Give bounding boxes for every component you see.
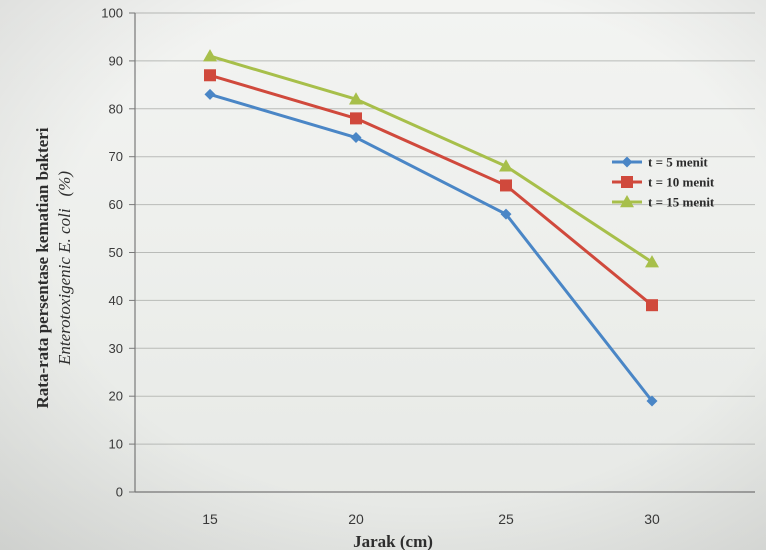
- gridlines: [135, 12, 755, 445]
- legend-entry: t = 10 menit: [612, 175, 715, 190]
- data-point: [350, 112, 362, 125]
- legend-swatch-marker: [621, 176, 633, 188]
- series-1: [204, 88, 658, 407]
- data-point: [350, 132, 362, 144]
- y-tick-label: 70: [109, 149, 123, 164]
- axes: [129, 12, 755, 493]
- y-tick-label: 60: [109, 197, 123, 212]
- data-point: [500, 208, 512, 220]
- y-tick-label: 30: [109, 341, 123, 356]
- series-line: [208, 73, 654, 307]
- data-point: [204, 88, 216, 100]
- series-line: [208, 54, 654, 264]
- legend-entry: t = 5 menit: [612, 155, 708, 170]
- y-tick-label: 0: [116, 485, 123, 500]
- x-axis-title: Jarak (cm): [353, 532, 433, 550]
- legend-swatch-marker: [620, 195, 634, 208]
- data-point: [499, 159, 513, 172]
- y-tick-label: 10: [109, 437, 123, 452]
- data-point: [645, 255, 659, 268]
- legend-entry: t = 15 menit: [612, 195, 715, 210]
- y-tick-label: 40: [109, 293, 123, 308]
- x-tick-labels: 15 20 25 30: [202, 511, 660, 527]
- y-axis-title-unit: (%): [55, 171, 74, 197]
- series-2: [204, 69, 658, 312]
- y-tick-label: 90: [109, 53, 123, 68]
- data-point: [203, 49, 217, 62]
- legend: t = 5 menit t = 10 menit t = 15 menit: [612, 155, 715, 210]
- y-axis-title-organism: Enterotoxigenic E. coli: [55, 208, 74, 366]
- series-line: [208, 92, 654, 403]
- y-axis-title-line1: Rata-rata persentase kematian bakteri: [33, 127, 52, 408]
- y-axis-title-line2: Enterotoxigenic E. coli (%): [55, 171, 74, 366]
- y-tick-label: 100: [101, 6, 123, 21]
- series-3: [203, 49, 659, 268]
- data-point: [204, 69, 216, 82]
- x-tick-label: 30: [644, 511, 660, 527]
- y-tick-label: 80: [109, 101, 123, 116]
- data-point: [500, 179, 512, 192]
- legend-label: t = 15 menit: [648, 195, 715, 210]
- y-tick-label: 20: [109, 389, 123, 404]
- y-tick-label: 50: [109, 245, 123, 260]
- data-point: [646, 395, 658, 407]
- x-tick-label: 20: [348, 511, 364, 527]
- data-point: [646, 299, 658, 312]
- legend-label: t = 5 menit: [648, 155, 708, 170]
- y-axis-title: Rata-rata persentase kematian bakteri En…: [33, 127, 74, 408]
- x-tick-label: 15: [202, 511, 218, 527]
- y-tick-labels: 0 10 20 30 40 50 60 70 80 90 100: [101, 6, 123, 500]
- legend-label: t = 10 menit: [648, 175, 715, 190]
- data-point: [349, 92, 363, 105]
- x-tick-label: 25: [498, 511, 514, 527]
- legend-swatch-marker: [621, 156, 633, 168]
- series-lines: [203, 49, 659, 407]
